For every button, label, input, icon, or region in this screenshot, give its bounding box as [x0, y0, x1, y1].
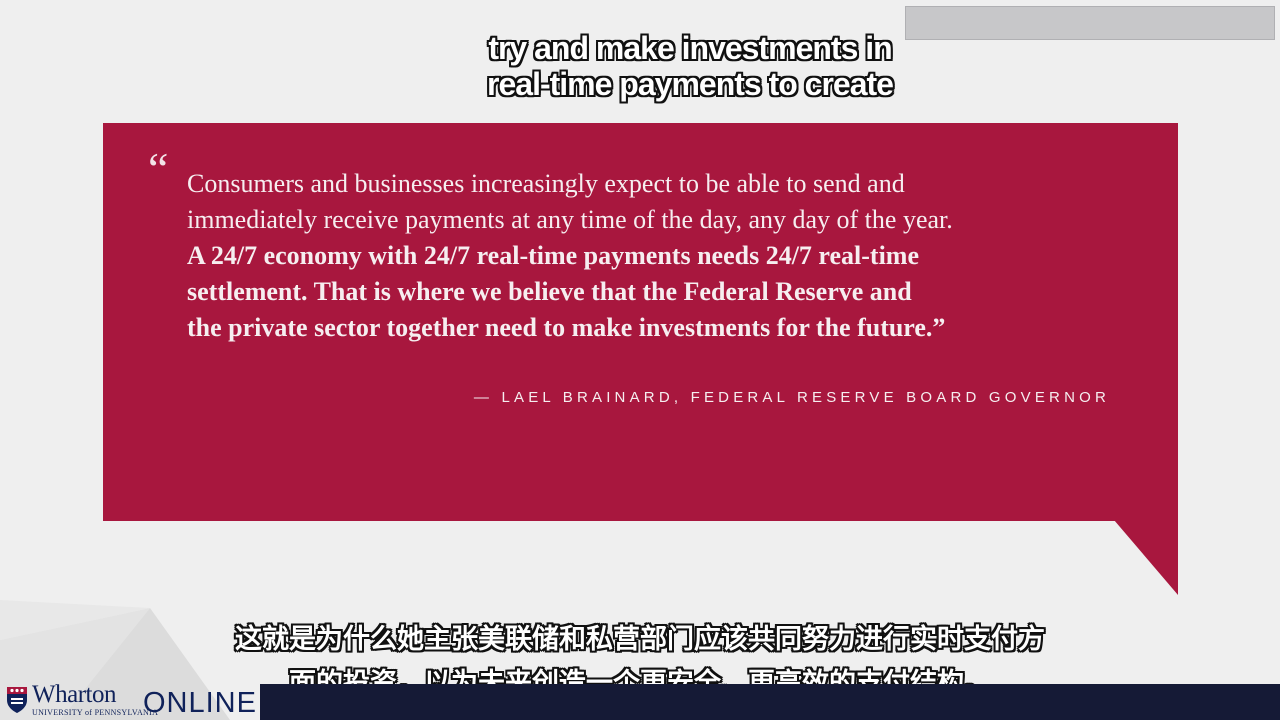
english-subtitle-line: try and make investments in [488, 30, 892, 66]
quote-line: immediately receive payments at any time… [187, 205, 953, 234]
chinese-subtitle-line: 这就是为什么她主张美联储和私营部门应该共同努力进行实时支付方 [235, 624, 1045, 655]
penn-shield-icon [7, 687, 27, 713]
logo-subtitle: UNIVERSITY of PENNSYLVANIA [32, 708, 159, 717]
quote-box-tail [1114, 520, 1178, 595]
quote-box [103, 123, 1178, 521]
quote-text: Consumers and businesses increasingly ex… [187, 166, 1147, 346]
top-banner-bar [905, 6, 1275, 40]
english-subtitle: try and make investments in real-time pa… [300, 30, 1080, 102]
logo-wordmark: Wharton [32, 681, 116, 708]
wharton-online-logo: Wharton UNIVERSITY of PENNSYLVANIA ONLIN… [0, 682, 262, 720]
bottom-strip [260, 684, 1280, 720]
decorative-triangles [0, 600, 230, 720]
logo-online: ONLINE [143, 687, 257, 719]
open-quote-mark: “ [148, 143, 169, 194]
quote-line-bold: A 24/7 economy with 24/7 real-time payme… [187, 241, 919, 270]
english-subtitle-line: real-time payments to create [487, 66, 894, 102]
quote-line-bold: the private sector together need to make… [187, 313, 946, 342]
quote-attribution: — LAEL BRAINARD, FEDERAL RESERVE BOARD G… [473, 389, 1110, 406]
quote-line-bold: settlement. That is where we believe tha… [187, 277, 912, 306]
quote-line: Consumers and businesses increasingly ex… [187, 169, 905, 198]
